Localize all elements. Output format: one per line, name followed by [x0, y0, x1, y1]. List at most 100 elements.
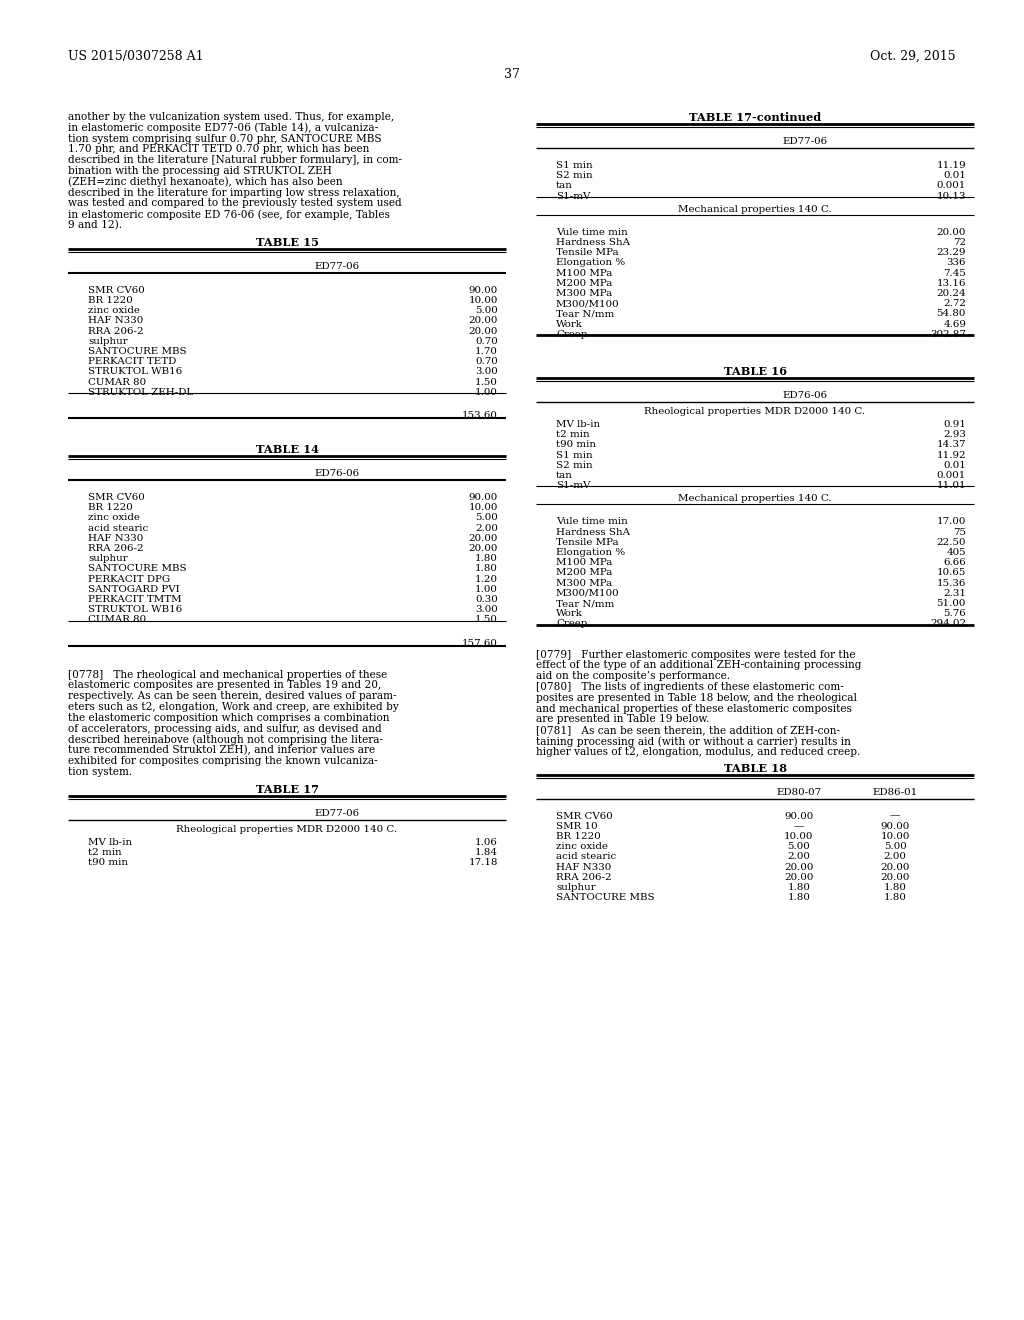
Text: 2.00: 2.00 — [787, 853, 810, 862]
Text: S1-mV: S1-mV — [556, 191, 591, 201]
Text: 15.36: 15.36 — [937, 578, 966, 587]
Text: 3.00: 3.00 — [475, 605, 498, 614]
Text: SMR CV60: SMR CV60 — [88, 286, 144, 294]
Text: 0.001: 0.001 — [937, 181, 966, 190]
Text: M300/M100: M300/M100 — [556, 589, 620, 598]
Text: 5.00: 5.00 — [475, 306, 498, 315]
Text: [0778]   The rheological and mechanical properties of these: [0778] The rheological and mechanical pr… — [68, 669, 387, 680]
Text: 20.00: 20.00 — [469, 317, 498, 326]
Text: acid stearic: acid stearic — [556, 853, 616, 862]
Text: STRUKTOL ZEH-DL: STRUKTOL ZEH-DL — [88, 388, 194, 397]
Text: 294.02: 294.02 — [930, 619, 966, 628]
Text: 10.00: 10.00 — [469, 503, 498, 512]
Text: SANTOCURE MBS: SANTOCURE MBS — [88, 347, 186, 356]
Text: SMR CV60: SMR CV60 — [556, 812, 612, 821]
Text: 20.00: 20.00 — [469, 533, 498, 543]
Text: MV lb-in: MV lb-in — [556, 420, 600, 429]
Text: 1.80: 1.80 — [787, 883, 810, 892]
Text: ED76-06: ED76-06 — [782, 391, 827, 400]
Text: elastomeric composites are presented in Tables 19 and 20,: elastomeric composites are presented in … — [68, 680, 381, 690]
Text: SMR CV60: SMR CV60 — [88, 492, 144, 502]
Text: 2.00: 2.00 — [884, 853, 906, 862]
Text: PERKACIT TMTM: PERKACIT TMTM — [88, 595, 181, 605]
Text: Mechanical properties 140 C.: Mechanical properties 140 C. — [678, 495, 831, 503]
Text: Vule time min: Vule time min — [556, 517, 628, 527]
Text: Mechanical properties 140 C.: Mechanical properties 140 C. — [678, 205, 831, 214]
Text: 11.19: 11.19 — [936, 161, 966, 170]
Text: aid on the composite’s performance.: aid on the composite’s performance. — [536, 671, 730, 681]
Text: 90.00: 90.00 — [469, 286, 498, 294]
Text: 5.00: 5.00 — [787, 842, 810, 851]
Text: SANTOCURE MBS: SANTOCURE MBS — [556, 894, 654, 902]
Text: S2 min: S2 min — [556, 172, 593, 181]
Text: Tear N/mm: Tear N/mm — [556, 599, 614, 609]
Text: 5.00: 5.00 — [475, 513, 498, 523]
Text: the elastomeric composition which comprises a combination: the elastomeric composition which compri… — [68, 713, 389, 723]
Text: —: — — [794, 822, 804, 830]
Text: Elongation %: Elongation % — [556, 548, 626, 557]
Text: t90 min: t90 min — [556, 441, 596, 449]
Text: S1 min: S1 min — [556, 450, 593, 459]
Text: described in the literature for imparting low stress relaxation,: described in the literature for impartin… — [68, 187, 399, 198]
Text: 20.24: 20.24 — [936, 289, 966, 298]
Text: [0780]   The lists of ingredients of these elastomeric com-: [0780] The lists of ingredients of these… — [536, 682, 844, 692]
Text: Rheological properties MDR D2000 140 C.: Rheological properties MDR D2000 140 C. — [644, 407, 865, 416]
Text: Work: Work — [556, 319, 583, 329]
Text: 37: 37 — [504, 69, 520, 81]
Text: ture recommended Struktol ZEH), and inferior values are: ture recommended Struktol ZEH), and infe… — [68, 746, 375, 755]
Text: 20.00: 20.00 — [469, 544, 498, 553]
Text: ED77-06: ED77-06 — [314, 261, 359, 271]
Text: tan: tan — [556, 181, 572, 190]
Text: 1.06: 1.06 — [475, 838, 498, 846]
Text: 302.87: 302.87 — [930, 330, 966, 339]
Text: US 2015/0307258 A1: US 2015/0307258 A1 — [68, 50, 204, 63]
Text: another by the vulcanization system used. Thus, for example,: another by the vulcanization system used… — [68, 112, 394, 121]
Text: tan: tan — [556, 471, 572, 480]
Text: eters such as t2, elongation, Work and creep, are exhibited by: eters such as t2, elongation, Work and c… — [68, 702, 398, 711]
Text: BR 1220: BR 1220 — [88, 503, 133, 512]
Text: 157.60: 157.60 — [462, 639, 498, 648]
Text: 5.76: 5.76 — [943, 610, 966, 618]
Text: S1-mV: S1-mV — [556, 482, 591, 490]
Text: 1.00: 1.00 — [475, 388, 498, 397]
Text: 9 and 12).: 9 and 12). — [68, 220, 122, 230]
Text: sulphur: sulphur — [88, 554, 128, 564]
Text: ED86-01: ED86-01 — [872, 788, 918, 796]
Text: Tear N/mm: Tear N/mm — [556, 309, 614, 318]
Text: M200 MPa: M200 MPa — [556, 569, 612, 577]
Text: SANTOCURE MBS: SANTOCURE MBS — [88, 565, 186, 573]
Text: t2 min: t2 min — [88, 847, 122, 857]
Text: 1.84: 1.84 — [475, 847, 498, 857]
Text: 1.50: 1.50 — [475, 615, 498, 624]
Text: BR 1220: BR 1220 — [88, 296, 133, 305]
Text: 13.16: 13.16 — [937, 279, 966, 288]
Text: ED77-06: ED77-06 — [782, 137, 827, 147]
Text: 153.60: 153.60 — [462, 411, 498, 420]
Text: 22.50: 22.50 — [937, 537, 966, 546]
Text: in elastomeric composite ED 76-06 (see, for example, Tables: in elastomeric composite ED 76-06 (see, … — [68, 209, 390, 219]
Text: Hardness ShA: Hardness ShA — [556, 238, 630, 247]
Text: 5.00: 5.00 — [884, 842, 906, 851]
Text: 20.00: 20.00 — [937, 228, 966, 236]
Text: 11.01: 11.01 — [936, 482, 966, 490]
Text: 10.00: 10.00 — [881, 832, 910, 841]
Text: zinc oxide: zinc oxide — [88, 513, 140, 523]
Text: t2 min: t2 min — [556, 430, 590, 440]
Text: Vule time min: Vule time min — [556, 228, 628, 236]
Text: ED76-06: ED76-06 — [314, 469, 359, 478]
Text: acid stearic: acid stearic — [88, 524, 148, 532]
Text: 3.00: 3.00 — [475, 367, 498, 376]
Text: M100 MPa: M100 MPa — [556, 558, 612, 568]
Text: 336: 336 — [946, 259, 966, 268]
Text: of accelerators, processing aids, and sulfur, as devised and: of accelerators, processing aids, and su… — [68, 723, 382, 734]
Text: PERKACIT TETD: PERKACIT TETD — [88, 358, 176, 366]
Text: 1.80: 1.80 — [787, 894, 810, 902]
Text: 1.80: 1.80 — [475, 554, 498, 564]
Text: 17.00: 17.00 — [937, 517, 966, 527]
Text: 0.30: 0.30 — [475, 595, 498, 605]
Text: 405: 405 — [946, 548, 966, 557]
Text: ED77-06: ED77-06 — [314, 809, 359, 817]
Text: Rheological properties MDR D2000 140 C.: Rheological properties MDR D2000 140 C. — [176, 825, 397, 834]
Text: STRUKTOL WB16: STRUKTOL WB16 — [88, 605, 182, 614]
Text: taining processing aid (with or without a carrier) results in: taining processing aid (with or without … — [536, 737, 851, 747]
